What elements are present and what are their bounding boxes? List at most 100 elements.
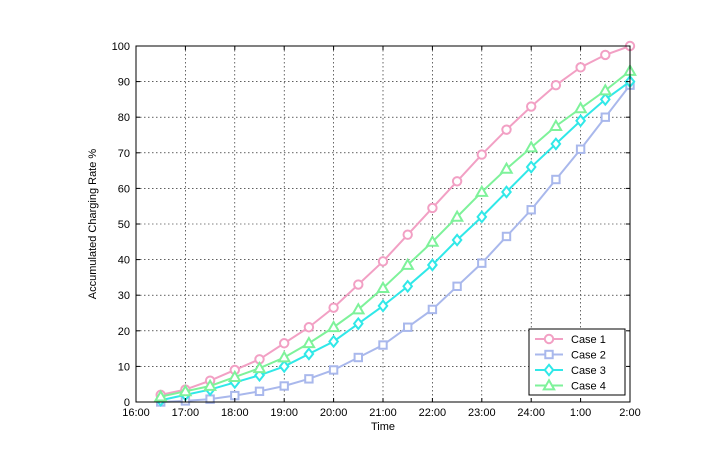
data-point-case-3	[377, 299, 389, 313]
data-point-case-3	[599, 92, 611, 107]
data-point-case-3	[525, 160, 537, 174]
data-point-case-4	[178, 384, 193, 397]
data-point-case-4	[499, 161, 514, 174]
data-point-case-1	[451, 176, 463, 187]
data-point-case-3	[402, 279, 414, 294]
data-point-case-2	[452, 281, 462, 292]
data-point-case-2	[477, 258, 487, 268]
legend-label-case-4: Case 4	[571, 381, 606, 393]
data-point-case-4	[252, 360, 267, 374]
series-case-4	[153, 63, 637, 402]
data-point-case-4	[351, 302, 366, 315]
y-tick-label: 80	[118, 112, 130, 124]
data-point-case-3	[575, 113, 587, 128]
data-point-case-4	[548, 118, 563, 131]
data-point-case-2	[600, 112, 610, 122]
x-tick-label: 24:00	[517, 407, 545, 419]
data-point-case-1	[575, 62, 586, 73]
data-point-case-4	[203, 378, 218, 391]
data-point-case-2	[403, 322, 413, 332]
data-point-case-2	[353, 352, 364, 363]
series-group	[153, 40, 637, 408]
y-tick-label: 0	[124, 397, 130, 409]
data-point-case-3	[278, 359, 290, 374]
legend-label-case-3: Case 3	[571, 365, 606, 377]
x-tick-label: 17:00	[172, 407, 200, 419]
data-point-case-4	[400, 257, 415, 270]
x-axis-title: Time	[371, 421, 395, 433]
data-point-case-3	[550, 137, 562, 151]
x-tick-label: 2:00	[619, 407, 640, 419]
legend-label-case-2: Case 2	[571, 350, 606, 362]
y-tick-label: 40	[118, 255, 130, 267]
data-point-case-1	[377, 256, 389, 267]
y-tick-label: 30	[118, 290, 130, 302]
data-point-case-1	[501, 124, 512, 135]
data-point-case-1	[526, 101, 537, 112]
data-point-case-3	[328, 334, 340, 349]
x-tick-label: 19:00	[270, 407, 298, 419]
x-tick-label: 22:00	[419, 407, 447, 419]
data-point-case-4	[153, 389, 168, 402]
data-point-case-2	[279, 381, 289, 391]
data-point-case-2	[254, 386, 265, 397]
legend: Case 1 Case 2 Case 3 Case 4	[528, 328, 626, 396]
data-point-case-1	[600, 49, 611, 61]
data-point-case-4	[326, 320, 341, 333]
data-point-case-3	[426, 258, 438, 272]
data-point-case-4	[227, 369, 242, 382]
data-point-case-1	[279, 338, 290, 349]
y-tick-label: 10	[118, 361, 130, 373]
data-point-case-4	[598, 83, 613, 96]
data-point-case-1	[303, 322, 315, 333]
legend-marker-case-3	[543, 363, 555, 377]
data-point-case-4	[474, 184, 489, 197]
data-point-case-2	[427, 304, 438, 315]
data-point-case-4	[573, 101, 588, 114]
data-point-case-1	[402, 229, 413, 240]
data-point-case-1	[328, 302, 339, 313]
y-tick-label: 100	[112, 41, 130, 53]
x-tick-label: 16:00	[122, 407, 150, 419]
series-case-3	[155, 74, 636, 408]
data-point-case-1	[427, 202, 438, 214]
legend-marker-case-1	[543, 333, 555, 345]
data-point-case-2	[378, 340, 388, 350]
data-point-case-2	[575, 144, 586, 154]
x-tick-label: 18:00	[221, 407, 249, 419]
data-point-case-4	[425, 234, 440, 247]
y-tick-label: 50	[118, 219, 130, 231]
data-point-case-4	[524, 140, 539, 153]
data-point-case-1	[353, 279, 364, 290]
data-point-case-4	[277, 350, 292, 363]
x-tick-label: 23:00	[468, 407, 496, 419]
series-case-2	[156, 80, 635, 407]
legend-label-case-1: Case 1	[571, 334, 606, 346]
x-tick-label: 21:00	[369, 407, 397, 419]
data-point-case-4	[301, 336, 316, 349]
data-point-case-3	[303, 347, 315, 361]
data-point-case-4	[376, 280, 390, 293]
y-tick-label: 20	[118, 326, 130, 338]
y-axis-title: Accumulated Charging Rate %	[87, 149, 99, 300]
data-point-case-2	[328, 365, 339, 375]
axis-ticks: 16:00 17:00 18:00 19:00 20:00 21:00 22:00 23:00…	[112, 41, 641, 419]
data-point-case-3	[476, 210, 488, 224]
data-point-case-1	[550, 79, 562, 91]
y-tick-label: 60	[118, 183, 130, 195]
data-point-case-4	[450, 209, 465, 222]
data-point-case-2	[501, 231, 512, 242]
legend-marker-case-2	[544, 349, 554, 360]
data-point-case-2	[304, 374, 314, 384]
data-point-case-3	[352, 316, 364, 331]
x-tick-label: 1:00	[570, 407, 591, 419]
data-point-case-2	[551, 174, 561, 185]
y-tick-label: 70	[118, 148, 130, 160]
y-tick-label: 90	[118, 77, 130, 89]
data-point-case-1	[476, 149, 487, 160]
data-point-case-3	[501, 185, 512, 199]
x-tick-label: 20:00	[320, 407, 348, 419]
legend-marker-case-4	[542, 378, 556, 391]
